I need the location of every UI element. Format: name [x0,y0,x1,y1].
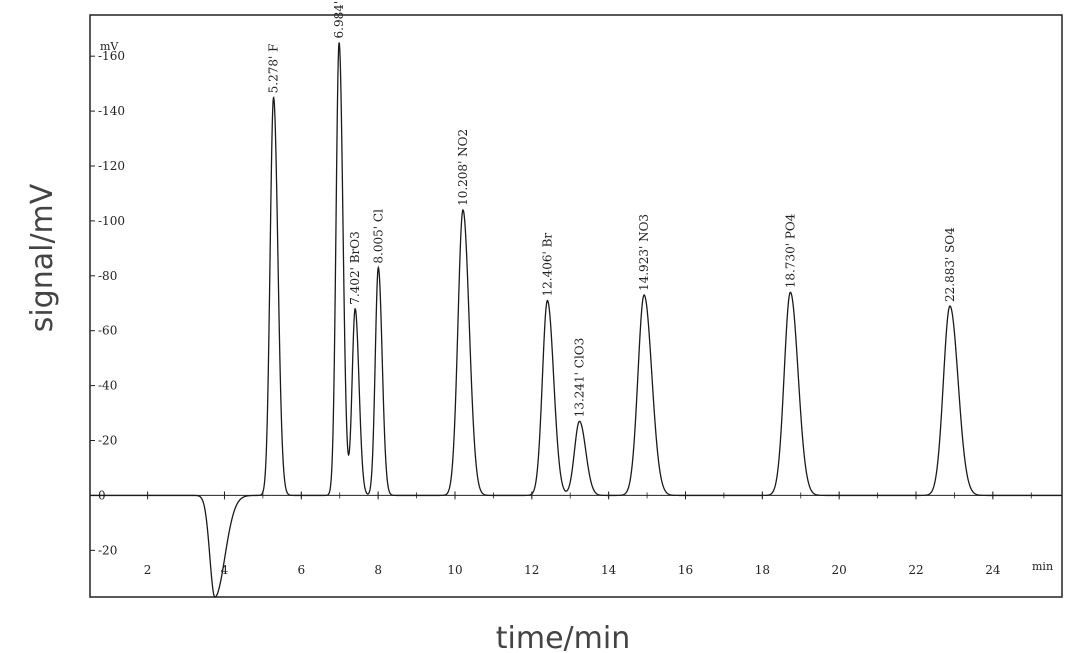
y-tick-label: -20 [98,543,117,557]
x-tick-label: 22 [908,563,923,577]
x-tick-label: 16 [678,563,693,577]
peak-labels: 5.278' F 6.984' ClO2 7.402' BrO3 8.005' Cl 1… [267,0,957,417]
peak-label: 18.730' PO4 [783,213,797,288]
peak-label: 5.278' F [267,44,281,94]
y-axis-ticks: -200-20-40-60-80-100-120-140-160 [90,49,125,557]
y-unit-label: mV [100,40,119,53]
y-tick-label: -80 [98,269,117,283]
x-tick-label: 24 [985,563,1001,577]
peak-label: 7.402' BrO3 [348,231,362,305]
x-tick-label: 2 [144,563,152,577]
peak-label: 6.984' ClO2 [332,0,346,38]
y-tick-label: -60 [98,324,117,338]
x-tick-label: 4 [221,563,229,577]
x-unit-label: min [1032,560,1053,573]
x-tick-label: 10 [447,563,462,577]
x-axis-ticks: 2 4 6 8 10 12 14 16 18 20 22 24 [144,491,1032,577]
plot-frame [89,14,1063,598]
y-tick-label: -140 [98,104,125,118]
y-tick-label: -100 [98,214,125,228]
x-tick-label: 6 [297,563,305,577]
x-tick-label: 18 [755,563,770,577]
x-tick-label: 12 [524,563,539,577]
y-tick-label: -120 [98,159,125,173]
y-tick-label: -20 [98,434,117,448]
x-tick-label: 20 [832,563,847,577]
y-axis-title: signal/mV [25,183,60,332]
peak-label: 13.241' ClO3 [572,338,586,418]
peak-label: 22.883' SO4 [943,227,957,302]
peak-label: 8.005' Cl [371,209,385,264]
x-tick-label: 14 [601,563,617,577]
x-tick-label: 8 [374,563,382,577]
peak-label: 12.406' Br [540,233,554,297]
peak-label: 14.923' NO3 [637,214,651,291]
y-tick-label: -40 [98,379,117,393]
x-axis-title: time/min [496,621,630,653]
signal-trace [90,42,1062,598]
y-tick-label: -160 [98,49,125,63]
peak-label: 10.208' NO2 [456,129,470,206]
